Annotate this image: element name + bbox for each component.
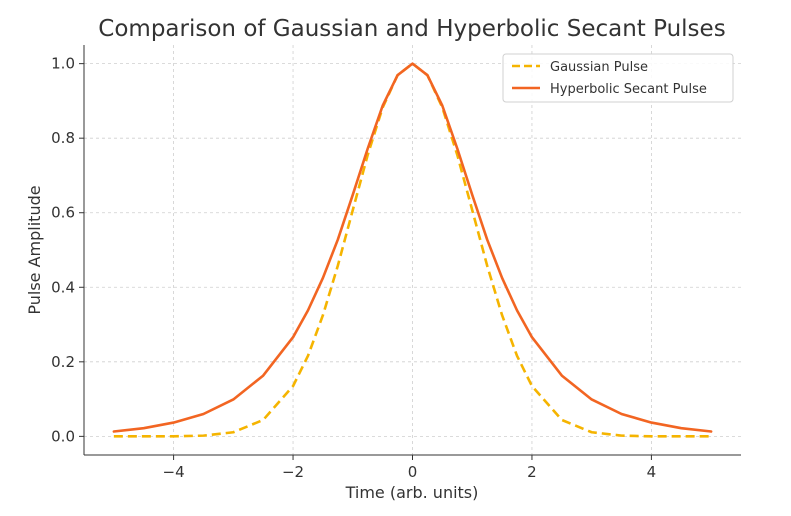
ticks: −4 −2 0 2 4 0.0 0.2 0.4 0.6 0.8 1.0 [51,55,656,481]
x-tick-label: 2 [527,463,537,481]
legend-label-gaussian: Gaussian Pulse [550,60,648,75]
y-tick-label: 0.0 [51,427,75,445]
x-tick-label: −2 [282,463,304,481]
x-axis-label: Time (arb. units) [345,483,479,502]
y-tick-label: 0.4 [51,278,75,296]
grid [84,45,741,455]
y-axis-label: Pulse Amplitude [25,185,44,314]
x-tick-label: 4 [647,463,657,481]
y-tick-label: 0.6 [51,204,75,222]
y-tick-label: 1.0 [51,55,75,73]
y-tick-label: 0.2 [51,353,75,371]
legend-label-sech: Hyperbolic Secant Pulse [550,82,707,97]
x-tick-label: 0 [408,463,418,481]
y-tick-label: 0.8 [51,129,75,147]
chart-title: Comparison of Gaussian and Hyperbolic Se… [98,16,725,42]
legend-box [502,53,734,103]
series-layer [112,62,713,438]
x-tick-label: −4 [163,463,185,481]
legend: Gaussian Pulse Hyperbolic Secant Pulse [502,53,734,103]
series-line-sech [112,62,713,433]
series-line-gaussian [113,62,712,438]
